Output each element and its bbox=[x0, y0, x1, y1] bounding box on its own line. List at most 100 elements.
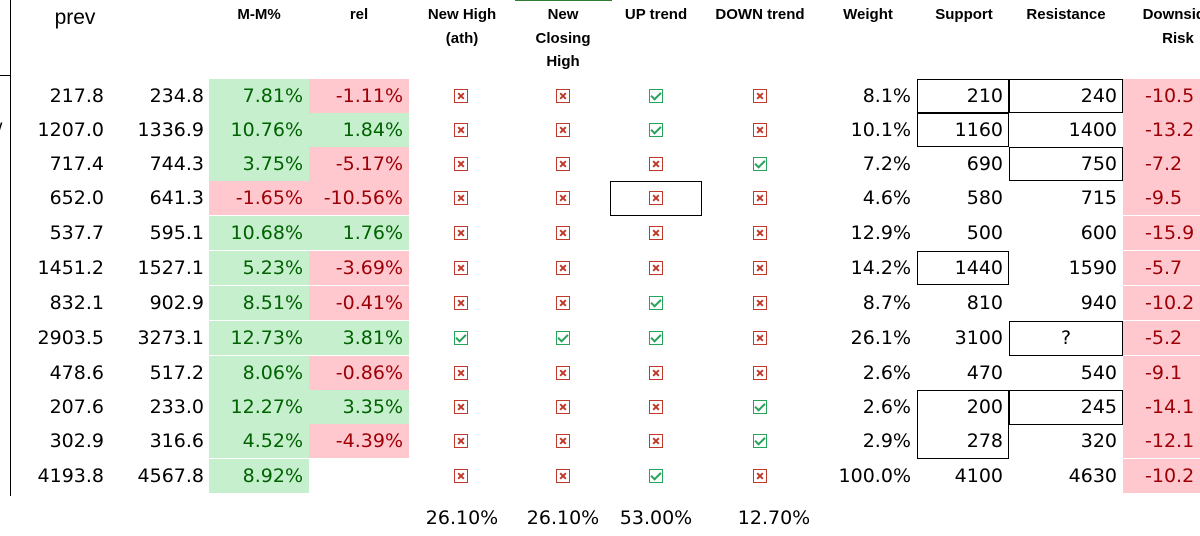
support-cell[interactable]: 810 bbox=[966, 292, 1003, 314]
prev-cell[interactable]: 4193.8 bbox=[37, 465, 104, 487]
resistance-cell[interactable]: 1400 bbox=[1068, 119, 1117, 141]
resistance-cell[interactable]: 600 bbox=[1080, 222, 1117, 244]
rel-cell[interactable]: -4.39% bbox=[309, 424, 409, 458]
weight-cell[interactable]: 12.9% bbox=[850, 222, 911, 244]
support-cell[interactable]: 3100 bbox=[954, 327, 1003, 349]
prev-cell[interactable]: 832.1 bbox=[49, 292, 104, 314]
current-cell[interactable]: 641.3 bbox=[149, 187, 204, 209]
up-trend-cell[interactable] bbox=[616, 113, 696, 147]
outlined-cell-up-trend[interactable] bbox=[610, 181, 702, 216]
up-trend-cell[interactable] bbox=[616, 390, 696, 424]
downside-risk-cell[interactable]: -15.9 bbox=[1123, 216, 1200, 250]
weight-cell[interactable]: 7.2% bbox=[862, 153, 911, 175]
mm-percent-cell[interactable]: 8.06% bbox=[209, 356, 309, 390]
mm-percent-cell[interactable]: 10.76% bbox=[209, 113, 309, 147]
new-high-cell[interactable] bbox=[421, 459, 501, 493]
prev-cell[interactable]: 1451.2 bbox=[37, 257, 104, 279]
prev-cell[interactable]: 217.8 bbox=[49, 85, 104, 107]
up-trend-cell[interactable] bbox=[616, 216, 696, 250]
resistance-cell[interactable]: 240 bbox=[1080, 85, 1117, 107]
current-cell[interactable]: 1336.9 bbox=[137, 119, 204, 141]
rel-cell[interactable]: -10.56% bbox=[309, 181, 409, 215]
resistance-cell[interactable]: 715 bbox=[1080, 187, 1117, 209]
down-trend-cell[interactable] bbox=[720, 216, 800, 250]
current-cell[interactable]: 744.3 bbox=[149, 153, 204, 175]
support-cell[interactable]: 4100 bbox=[954, 465, 1003, 487]
new-high-cell[interactable] bbox=[421, 356, 501, 390]
support-cell[interactable]: 470 bbox=[966, 362, 1003, 384]
support-cell[interactable]: 1160 bbox=[954, 119, 1003, 141]
outlined-cell-support[interactable] bbox=[917, 79, 1009, 113]
weight-cell[interactable]: 26.1% bbox=[850, 327, 911, 349]
down-trend-cell[interactable] bbox=[720, 321, 800, 355]
new-closing-high-cell[interactable] bbox=[523, 356, 603, 390]
down-trend-cell[interactable] bbox=[720, 181, 800, 215]
weight-cell[interactable]: 2.6% bbox=[862, 362, 911, 384]
support-cell[interactable]: 200 bbox=[966, 396, 1003, 418]
weight-cell[interactable]: 10.1% bbox=[850, 119, 911, 141]
current-cell[interactable]: 517.2 bbox=[149, 362, 204, 384]
mm-percent-cell[interactable]: -1.65% bbox=[209, 181, 309, 215]
downside-risk-cell[interactable]: -12.1 bbox=[1123, 424, 1200, 458]
mm-percent-cell[interactable]: 8.51% bbox=[209, 286, 309, 320]
mm-percent-cell[interactable]: 10.68% bbox=[209, 216, 309, 250]
weight-cell[interactable]: 8.7% bbox=[862, 292, 911, 314]
up-trend-cell[interactable] bbox=[616, 286, 696, 320]
downside-risk-cell[interactable]: -10.5 bbox=[1123, 79, 1200, 113]
resistance-cell[interactable]: 320 bbox=[1080, 430, 1117, 452]
mm-percent-cell[interactable]: 8.92% bbox=[209, 459, 309, 493]
up-trend-cell[interactable] bbox=[616, 181, 696, 215]
weight-cell[interactable]: 100.0% bbox=[838, 465, 911, 487]
rel-cell[interactable]: -0.41% bbox=[309, 286, 409, 320]
prev-cell[interactable]: 717.4 bbox=[49, 153, 104, 175]
support-cell[interactable]: 278 bbox=[966, 430, 1003, 452]
new-closing-high-cell[interactable] bbox=[523, 79, 603, 113]
new-high-cell[interactable] bbox=[421, 390, 501, 424]
support-cell[interactable]: 1440 bbox=[954, 257, 1003, 279]
up-trend-cell[interactable] bbox=[616, 459, 696, 493]
rel-cell[interactable]: 1.76% bbox=[309, 216, 409, 250]
prev-cell[interactable]: 478.6 bbox=[49, 362, 104, 384]
outlined-cell-support[interactable] bbox=[917, 251, 1009, 285]
rel-cell[interactable]: 3.81% bbox=[309, 321, 409, 355]
rel-cell[interactable] bbox=[309, 459, 409, 493]
current-cell[interactable]: 902.9 bbox=[149, 292, 204, 314]
support-cell[interactable]: 210 bbox=[966, 85, 1003, 107]
down-trend-cell[interactable] bbox=[720, 286, 800, 320]
up-trend-cell[interactable] bbox=[616, 251, 696, 285]
current-cell[interactable]: 234.8 bbox=[149, 85, 204, 107]
resistance-cell[interactable]: 4630 bbox=[1068, 465, 1117, 487]
outlined-cell-support[interactable] bbox=[917, 113, 1009, 147]
new-high-cell[interactable] bbox=[421, 147, 501, 181]
resistance-cell[interactable]: 940 bbox=[1080, 292, 1117, 314]
down-trend-cell[interactable] bbox=[720, 459, 800, 493]
rel-cell[interactable]: -3.69% bbox=[309, 251, 409, 285]
current-cell[interactable]: 1527.1 bbox=[137, 257, 204, 279]
resistance-cell[interactable]: 245 bbox=[1080, 396, 1117, 418]
down-trend-cell[interactable] bbox=[720, 424, 800, 458]
rel-cell[interactable]: -1.11% bbox=[309, 79, 409, 113]
prev-cell[interactable]: 2903.5 bbox=[37, 327, 104, 349]
new-closing-high-cell[interactable] bbox=[523, 286, 603, 320]
outlined-cell-resistance[interactable] bbox=[1009, 147, 1123, 181]
new-closing-high-cell[interactable] bbox=[523, 321, 603, 355]
downside-risk-cell[interactable]: -5.2 bbox=[1123, 321, 1200, 355]
downside-risk-cell[interactable]: -10.2 bbox=[1123, 286, 1200, 320]
outlined-cell-resistance[interactable] bbox=[1009, 79, 1123, 113]
resistance-cell[interactable]: 540 bbox=[1080, 362, 1117, 384]
downside-risk-cell[interactable]: -5.7 bbox=[1123, 251, 1200, 285]
up-trend-cell[interactable] bbox=[616, 79, 696, 113]
weight-cell[interactable]: 4.6% bbox=[862, 187, 911, 209]
support-cell[interactable]: 500 bbox=[966, 222, 1003, 244]
prev-cell[interactable]: 537.7 bbox=[49, 222, 104, 244]
weight-cell[interactable]: 2.6% bbox=[862, 396, 911, 418]
new-high-cell[interactable] bbox=[421, 216, 501, 250]
resistance-cell[interactable]: ? bbox=[1060, 327, 1072, 349]
downside-risk-cell[interactable]: -14.1 bbox=[1123, 390, 1200, 424]
resistance-cell[interactable]: 750 bbox=[1080, 153, 1117, 175]
current-cell[interactable]: 595.1 bbox=[149, 222, 204, 244]
up-trend-cell[interactable] bbox=[616, 356, 696, 390]
mm-percent-cell[interactable]: 4.52% bbox=[209, 424, 309, 458]
new-high-cell[interactable] bbox=[421, 181, 501, 215]
weight-cell[interactable]: 14.2% bbox=[850, 257, 911, 279]
